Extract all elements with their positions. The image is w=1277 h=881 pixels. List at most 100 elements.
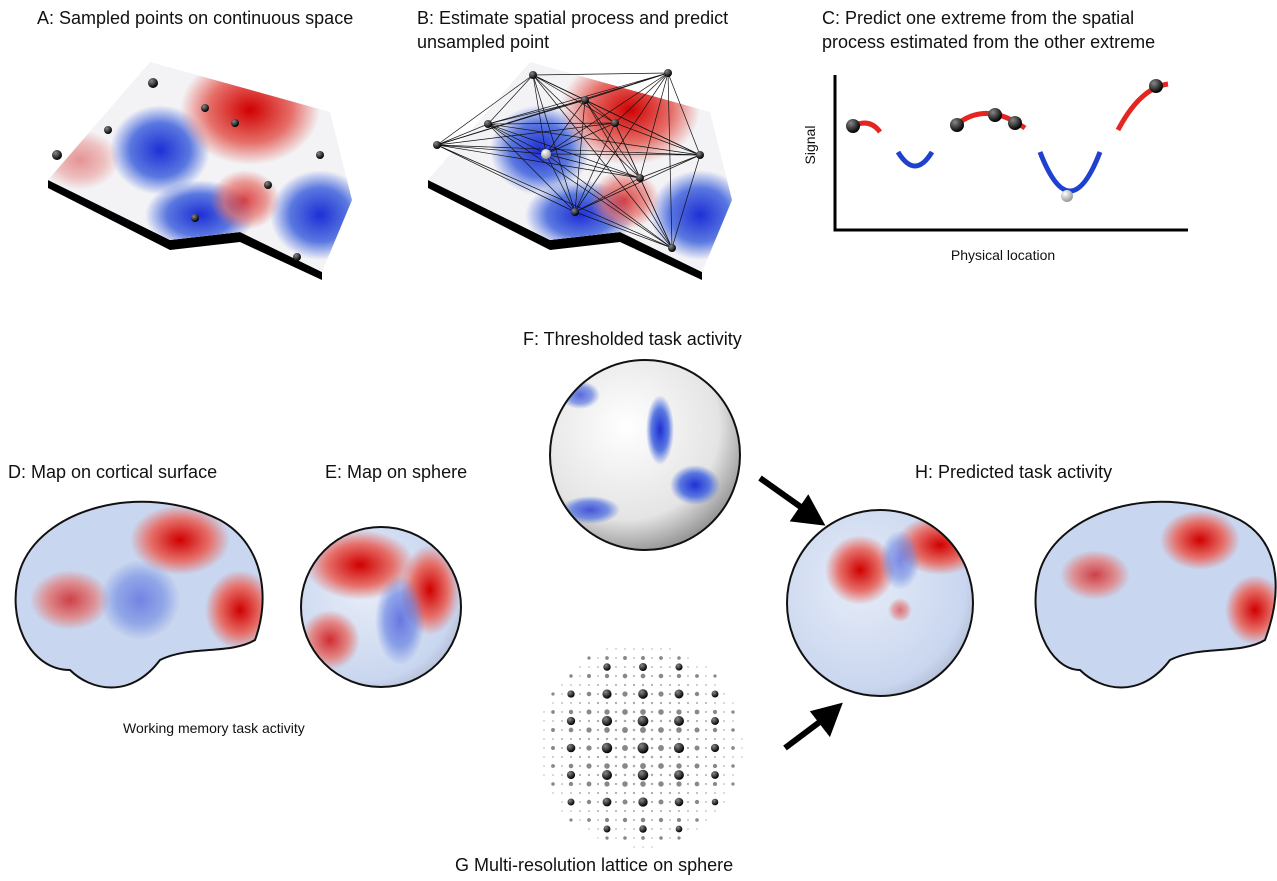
lattice-point <box>714 684 716 686</box>
lattice-point <box>687 810 689 812</box>
lattice-point <box>624 792 626 794</box>
lattice-point <box>624 774 626 776</box>
lattice-point <box>624 738 627 741</box>
lattice-point <box>605 674 609 678</box>
lattice-point <box>579 801 581 803</box>
lattice-point <box>615 675 617 677</box>
lattice-point <box>569 674 572 677</box>
lattice-point <box>638 770 649 781</box>
lattice-point <box>669 801 671 803</box>
lattice-point <box>641 674 646 679</box>
ellipse-shape <box>205 570 275 650</box>
lattice-point <box>597 747 599 749</box>
predicted-point <box>1061 190 1073 202</box>
lattice-point <box>675 798 684 807</box>
lattice-point <box>604 709 609 714</box>
lattice-point <box>641 656 645 660</box>
lattice-point <box>615 792 617 794</box>
lattice-point <box>659 800 664 805</box>
lattice-point <box>602 689 611 698</box>
lattice-point <box>597 828 599 830</box>
lattice-point <box>651 747 654 750</box>
lattice-point <box>605 818 609 822</box>
lattice-point <box>579 810 581 812</box>
lattice-point <box>732 756 734 758</box>
lattice-point <box>677 818 681 822</box>
lattice-point <box>597 810 599 812</box>
lattice-point <box>543 747 545 749</box>
lattice-point <box>606 684 608 686</box>
lattice-point <box>624 756 627 759</box>
lattice-point <box>569 710 573 714</box>
lattice-point <box>624 702 626 704</box>
lattice-point <box>597 666 599 668</box>
lattice-point <box>633 819 635 821</box>
lattice-point <box>660 684 662 686</box>
lattice-point <box>615 756 618 759</box>
lattice-point <box>603 663 610 670</box>
lattice-point <box>633 711 635 713</box>
lattice-point <box>638 716 649 727</box>
lattice-point <box>705 756 707 758</box>
lattice-point <box>561 684 562 685</box>
lattice-point <box>651 837 653 839</box>
lattice-point <box>687 666 689 668</box>
lattice-point <box>615 783 617 785</box>
lattice-point <box>615 774 617 776</box>
lattice-point <box>633 720 636 723</box>
lattice-point <box>642 792 644 794</box>
lattice-point <box>570 702 572 704</box>
lattice-point <box>579 684 581 686</box>
lattice-point <box>651 648 652 649</box>
lattice-point <box>602 770 612 780</box>
lattice-point <box>561 810 562 811</box>
lattice-point <box>651 684 653 686</box>
lattice-point <box>567 690 574 697</box>
lattice-point <box>669 792 671 794</box>
lattice-point <box>695 764 700 769</box>
lattice-point <box>677 674 681 678</box>
lattice-point <box>624 666 626 668</box>
lattice-point <box>567 771 575 779</box>
ellipse-shape <box>646 395 674 465</box>
lattice-point <box>579 774 581 776</box>
lattice-point <box>660 666 662 668</box>
panel-title: unsampled point <box>417 32 549 52</box>
lattice-point <box>561 747 563 749</box>
lattice-point <box>642 738 645 741</box>
panel-g: G Multi-resolution lattice on sphere <box>455 648 743 875</box>
lattice-point <box>641 818 645 822</box>
lattice-point <box>606 702 608 704</box>
lattice-point <box>551 728 555 732</box>
lattice-point <box>651 693 653 695</box>
lattice-point <box>606 810 608 812</box>
lattice-point <box>696 702 698 704</box>
lattice-point <box>696 792 698 794</box>
lattice-point <box>633 666 635 668</box>
lattice <box>543 648 742 847</box>
sample-point <box>696 151 704 159</box>
lattice-point <box>561 801 562 802</box>
lattice-point <box>588 684 590 686</box>
lattice-point <box>669 666 671 668</box>
lattice-point <box>723 702 725 704</box>
lattice-point <box>660 774 662 776</box>
lattice-point <box>579 783 581 785</box>
panel-d: D: Map on cortical surface Working memor… <box>0 462 305 736</box>
lattice-point <box>623 674 628 679</box>
lattice-point <box>723 801 724 802</box>
lattice-point <box>660 720 662 722</box>
ellipse-shape <box>180 55 320 165</box>
points <box>846 79 1163 133</box>
circle-shape <box>264 181 272 189</box>
lattice-point <box>552 792 553 793</box>
lattice-point <box>615 711 617 713</box>
lattice-point <box>606 738 608 740</box>
lattice-point <box>561 702 563 704</box>
lattice-point <box>622 745 628 751</box>
lattice-point <box>711 771 719 779</box>
lattice-point <box>615 819 617 821</box>
lattice-point <box>587 782 592 787</box>
lattice-point <box>615 720 617 722</box>
lattice-point <box>604 781 609 786</box>
